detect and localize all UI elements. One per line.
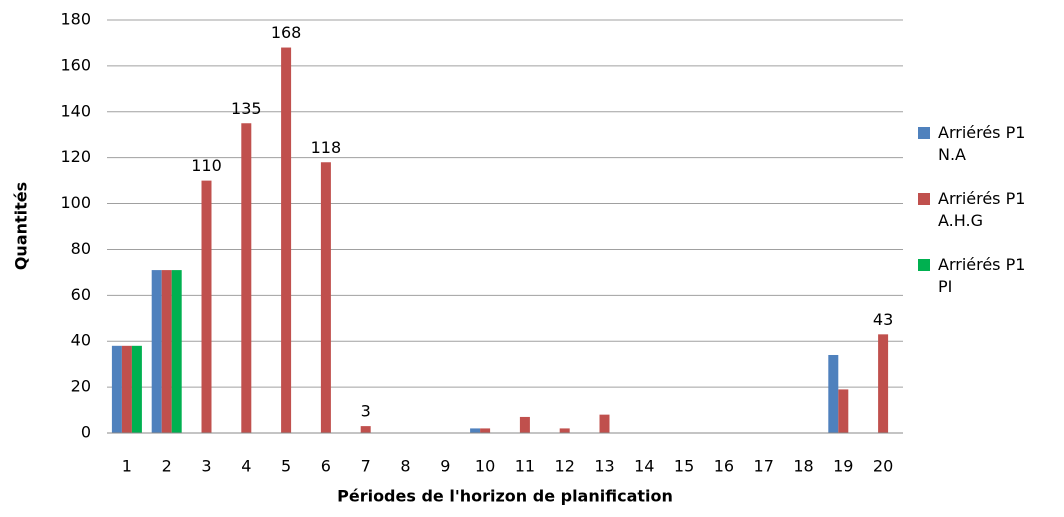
x-tick-label: 19 — [833, 457, 853, 476]
legend-label: Arriérés P1 PI — [938, 255, 1026, 296]
legend-item: Arriérés P1 A.H.G — [918, 188, 1058, 232]
legend-swatch — [918, 193, 930, 205]
bar — [559, 428, 570, 433]
y-tick-label: 120 — [60, 147, 91, 166]
x-tick-label: 18 — [793, 457, 813, 476]
x-tick-label: 9 — [440, 457, 450, 476]
x-tick-label: 20 — [873, 457, 893, 476]
x-tick-label: 14 — [634, 457, 654, 476]
x-tick-label: 13 — [594, 457, 614, 476]
bar — [131, 345, 142, 433]
x-tick-label: 5 — [281, 457, 291, 476]
bar — [320, 162, 331, 433]
legend-swatch — [918, 259, 930, 271]
legend-label: Arriérés P1 N.A — [938, 123, 1026, 164]
data-label: 3 — [361, 402, 371, 421]
x-tick-label: 1 — [122, 457, 132, 476]
bar — [161, 270, 172, 433]
bar — [360, 426, 371, 433]
y-tick-label: 40 — [71, 331, 91, 350]
data-label: 43 — [873, 310, 893, 329]
x-tick-label: 10 — [475, 457, 495, 476]
bar — [599, 414, 610, 433]
y-tick-label: 160 — [60, 55, 91, 74]
y-tick-label: 20 — [71, 377, 91, 396]
x-tick-label: 11 — [515, 457, 535, 476]
bar — [828, 354, 839, 433]
bar — [519, 416, 530, 433]
data-label: 110 — [191, 156, 222, 175]
bar — [838, 389, 849, 433]
y-axis-title: Quantités — [12, 182, 31, 270]
y-tick-label: 140 — [60, 101, 91, 120]
bar — [171, 270, 182, 433]
y-tick-label: 100 — [60, 193, 91, 212]
bar — [121, 345, 132, 433]
bar — [878, 334, 889, 433]
bar — [151, 270, 162, 433]
x-tick-label: 15 — [674, 457, 694, 476]
legend-item: Arriérés P1 N.A — [918, 122, 1058, 166]
x-tick-label: 6 — [321, 457, 331, 476]
y-tick-label: 0 — [81, 423, 91, 442]
x-tick-label: 7 — [361, 457, 371, 476]
bar — [201, 180, 212, 433]
x-tick-label: 16 — [714, 457, 734, 476]
x-tick-label: 3 — [201, 457, 211, 476]
bar — [281, 47, 292, 434]
y-tick-label: 180 — [60, 10, 91, 29]
data-label: 118 — [311, 138, 342, 157]
bar — [111, 345, 122, 433]
legend-swatch — [918, 127, 930, 139]
data-label: 135 — [231, 99, 262, 118]
x-axis-title: Périodes de l'horizon de planification — [337, 487, 673, 506]
x-tick-label: 2 — [162, 457, 172, 476]
bar — [470, 428, 481, 433]
x-tick-label: 8 — [400, 457, 410, 476]
legend-item: Arriérés P1 PI — [918, 254, 1058, 298]
bar — [241, 123, 252, 433]
data-label: 168 — [271, 23, 302, 42]
x-tick-label: 12 — [555, 457, 575, 476]
x-tick-label: 4 — [241, 457, 251, 476]
y-tick-label: 80 — [71, 239, 91, 258]
bar — [480, 428, 491, 433]
x-tick-label: 17 — [754, 457, 774, 476]
legend-label: Arriérés P1 A.H.G — [938, 189, 1026, 230]
y-tick-label: 60 — [71, 285, 91, 304]
